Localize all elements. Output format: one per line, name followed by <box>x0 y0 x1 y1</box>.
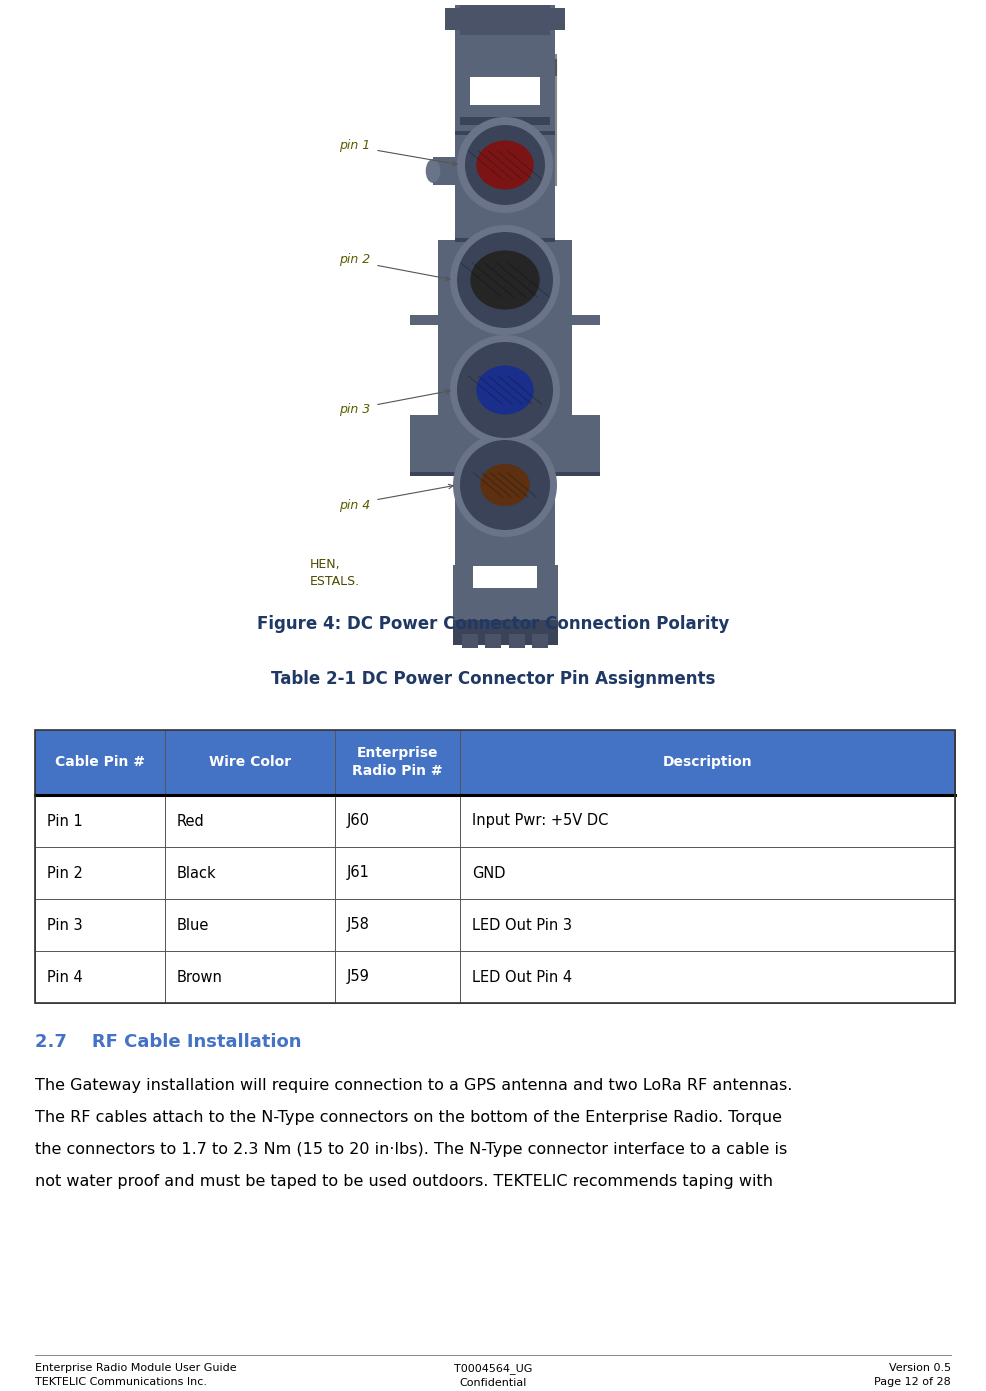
Circle shape <box>460 440 550 530</box>
Circle shape <box>457 117 553 213</box>
Bar <box>410 325 438 415</box>
Text: T0004564_UG
Confidential: T0004564_UG Confidential <box>454 1363 532 1388</box>
Bar <box>410 241 600 474</box>
Text: The RF cables attach to the N-Type connectors on the bottom of the Enterprise Ra: The RF cables attach to the N-Type conne… <box>35 1110 782 1125</box>
Text: J58: J58 <box>347 918 370 932</box>
Text: Enterprise
Radio Pin #: Enterprise Radio Pin # <box>352 747 443 778</box>
Bar <box>445 8 460 31</box>
Text: pin 1: pin 1 <box>339 139 370 152</box>
Text: Version 0.5
Page 12 of 28: Version 0.5 Page 12 of 28 <box>875 1363 951 1387</box>
Text: J60: J60 <box>347 814 370 829</box>
Text: Pin 2: Pin 2 <box>47 865 83 881</box>
Text: Blue: Blue <box>177 918 209 932</box>
Text: Pin 1: Pin 1 <box>47 814 83 829</box>
Bar <box>462 634 478 648</box>
Text: LED Out Pin 4: LED Out Pin 4 <box>472 970 572 985</box>
Bar <box>572 325 600 415</box>
Text: the connectors to 1.7 to 2.3 Nm (15 to 20 in·lbs). The N-Type connector interfac: the connectors to 1.7 to 2.3 Nm (15 to 2… <box>35 1142 787 1157</box>
Text: GND: GND <box>472 865 506 881</box>
Bar <box>35 730 955 1003</box>
Text: not water proof and must be taped to be used outdoors. TEKTELIC recommends tapin: not water proof and must be taped to be … <box>35 1174 773 1189</box>
Ellipse shape <box>426 160 440 182</box>
Bar <box>433 157 455 185</box>
Text: pin 4: pin 4 <box>339 498 370 512</box>
Text: Figure 4: DC Power Connector Connection Polarity: Figure 4: DC Power Connector Connection … <box>256 615 730 633</box>
Bar <box>455 6 555 129</box>
Bar <box>460 6 550 35</box>
Bar <box>410 225 438 314</box>
Text: Description: Description <box>663 755 752 769</box>
Circle shape <box>450 225 560 335</box>
Circle shape <box>465 125 545 204</box>
Bar <box>532 634 548 648</box>
Text: LED Out Pin 3: LED Out Pin 3 <box>472 918 572 932</box>
Bar <box>550 8 565 31</box>
Text: pin 3: pin 3 <box>339 403 370 416</box>
Text: Enterprise Radio Module User Guide
TEKTELIC Communications Inc.: Enterprise Radio Module User Guide TEKTE… <box>35 1363 237 1387</box>
Bar <box>453 565 558 620</box>
Bar <box>455 474 555 565</box>
Bar <box>470 77 540 104</box>
Bar <box>455 131 555 135</box>
Text: Black: Black <box>177 865 217 881</box>
Bar <box>35 951 955 1003</box>
Text: J59: J59 <box>347 970 370 985</box>
Bar <box>453 620 558 645</box>
Text: pin 2: pin 2 <box>339 253 370 267</box>
Bar <box>572 225 600 314</box>
Bar <box>35 847 955 899</box>
Ellipse shape <box>471 252 539 309</box>
Text: Cable Pin #: Cable Pin # <box>55 755 145 769</box>
Circle shape <box>453 433 557 537</box>
Circle shape <box>450 335 560 445</box>
Text: Table 2-1 DC Power Connector Pin Assignments: Table 2-1 DC Power Connector Pin Assignm… <box>271 670 715 689</box>
Text: Pin 4: Pin 4 <box>47 970 83 985</box>
Text: Brown: Brown <box>177 970 223 985</box>
Bar <box>455 238 555 242</box>
Text: The Gateway installation will require connection to a GPS antenna and two LoRa R: The Gateway installation will require co… <box>35 1078 793 1093</box>
Text: Pin 3: Pin 3 <box>47 918 83 932</box>
Bar <box>455 129 555 241</box>
Bar <box>410 472 600 476</box>
Bar <box>35 730 955 796</box>
Text: Input Pwr: +5V DC: Input Pwr: +5V DC <box>472 814 608 829</box>
Bar <box>473 566 537 588</box>
Bar <box>509 634 525 648</box>
Ellipse shape <box>477 142 533 189</box>
Circle shape <box>457 232 553 328</box>
Bar <box>35 796 955 847</box>
Bar <box>460 117 550 125</box>
Ellipse shape <box>481 465 529 505</box>
Bar <box>485 634 501 648</box>
Text: Red: Red <box>177 814 205 829</box>
Text: 2.7    RF Cable Installation: 2.7 RF Cable Installation <box>35 1034 302 1052</box>
Text: Wire Color: Wire Color <box>209 755 291 769</box>
Ellipse shape <box>477 366 533 413</box>
Circle shape <box>457 342 553 438</box>
Bar <box>35 899 955 951</box>
Text: J61: J61 <box>347 865 370 881</box>
Text: HEN,
ESTALS.: HEN, ESTALS. <box>310 558 360 588</box>
